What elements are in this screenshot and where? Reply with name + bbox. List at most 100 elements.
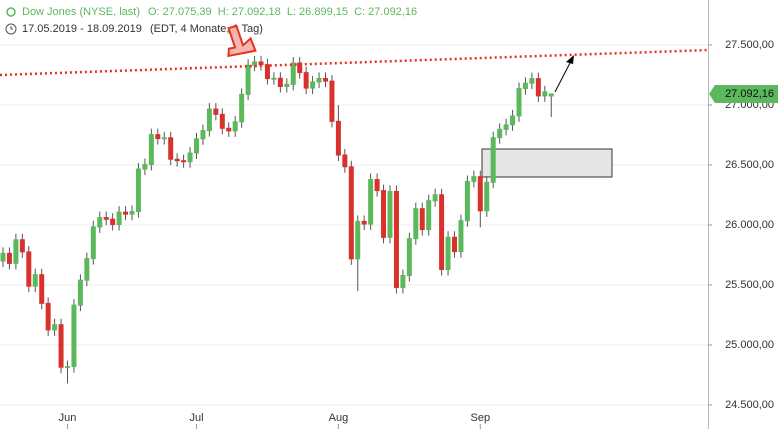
candle-body [226,127,232,132]
candle-body [477,176,483,212]
x-tick-label: Aug [329,412,349,424]
clock-hand [10,26,13,30]
candle-body [323,77,328,82]
price-tag-label: 27.092,16 [725,88,774,100]
candle-body [393,190,399,289]
candle-body [245,64,251,95]
candle-body [206,108,212,132]
candle-body [529,78,535,84]
candle-body [181,160,187,163]
trendline [0,48,709,77]
candle-body [516,88,522,117]
candle-body [284,83,290,88]
candle-body [26,251,32,287]
y-tick-label: 26.000,00 [725,219,774,231]
candle-body [123,211,129,215]
candle-body [542,91,548,97]
candle-body [387,190,393,238]
candle-body [368,179,374,225]
candle-body [135,168,141,213]
candle-body [258,61,264,66]
candle-body [77,279,83,306]
price-tag [709,84,778,103]
candle-body [329,80,335,122]
candle-body [355,220,361,260]
candle-body [503,124,509,130]
candle-body [316,77,322,83]
x-tick-label: Sep [471,412,491,424]
candle-body [13,239,19,264]
candle-body [400,275,406,289]
highlight-box [481,148,613,178]
instrument-icon [6,7,16,17]
candle-body [310,81,316,89]
candle-body [97,217,103,228]
x-tick-label: Jul [189,412,203,424]
candle-body [45,302,51,331]
candle-body [264,64,270,80]
candle-body [213,108,219,115]
clock-icon [5,23,17,35]
red-arrow [227,24,257,58]
candle-body [490,137,496,183]
candle-body [406,238,412,277]
candle-body [84,258,90,281]
candle-body [90,226,96,260]
chart-title: Dow Jones (NYSE, last) [22,6,140,18]
candle-body [342,154,348,168]
candle-body [497,128,503,139]
candle-body [510,115,516,126]
candle-body [161,137,167,140]
candle-body [458,220,464,253]
candle-body [129,211,135,215]
candle-body [6,252,12,264]
candle-body [148,134,154,166]
candle-body [335,120,341,156]
candle-body [232,121,238,132]
x-tick-label: Jun [59,412,77,424]
candle-body [155,134,161,140]
black-arrow-head [566,55,574,64]
candle-body [71,304,77,368]
candle-body [271,77,277,80]
y-tick-label: 27.500,00 [725,39,774,51]
candle-body [381,190,387,238]
candle-body [194,138,199,154]
candle-body [484,181,490,212]
candle-body [445,236,451,271]
candle-body [65,366,70,369]
candle-body [432,194,438,202]
candle-body [277,77,283,88]
y-tick-label: 24.500,00 [725,399,774,411]
candle-body [297,62,303,74]
candle-body [110,218,116,226]
candle-body [239,93,245,123]
y-tick-label: 25.000,00 [725,339,774,351]
candle-body [471,176,477,182]
info-text: (EDT, 4 Monate, 1 Tag) [150,23,263,35]
candle-body [348,166,354,260]
candle-body [174,158,180,162]
y-tick-label: 26.500,00 [725,159,774,171]
candle-body [522,82,528,90]
candle-body [419,208,425,231]
candle-body [535,78,541,97]
candle-body [303,72,309,89]
candle-body [219,113,225,129]
candle-body [19,239,25,253]
candle-body [439,194,445,271]
candle-body [252,61,258,66]
black-arrow [554,60,572,93]
candle-body [374,179,380,192]
candle-body [103,217,109,220]
candle-body [58,324,64,368]
range-text: 17.05.2019 - 18.09.2019 [22,23,142,35]
candle-body [0,252,6,262]
y-tick-label: 25.500,00 [725,279,774,291]
candle-body [32,274,38,287]
candle-body [361,220,367,225]
candle-body [168,137,174,160]
candle-body [290,62,296,85]
candle-body [116,211,122,226]
candle-body [426,200,432,231]
